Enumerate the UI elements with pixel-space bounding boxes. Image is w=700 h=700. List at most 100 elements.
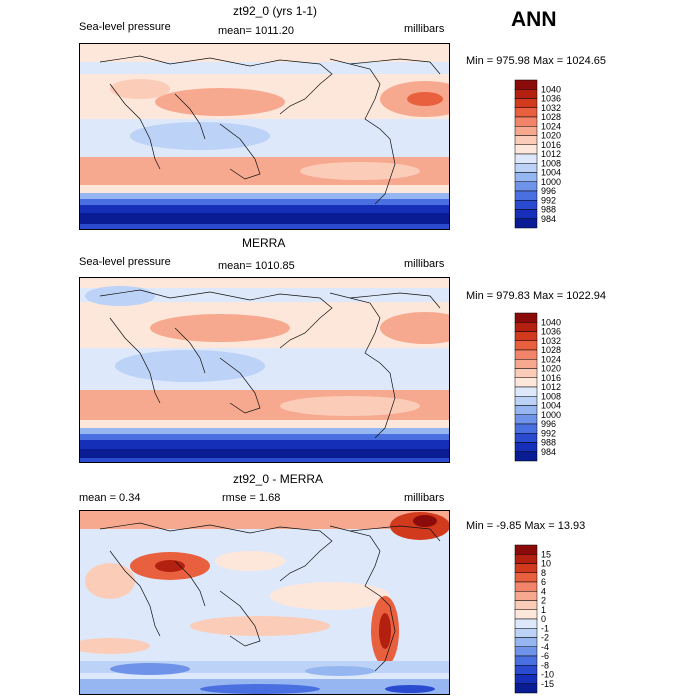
colorbar-tick-label: 984 [541,214,556,224]
colorbar-swatch [514,322,538,332]
panel1-right-label: millibars [404,23,445,35]
colorbar-tick-label: 1016 [541,373,561,383]
colorbar-swatch [514,554,538,564]
colorbar-tick-label: 996 [541,186,556,196]
colorbar-swatch [514,572,538,583]
panel3-minmax: Min = -9.85 Max = 13.93 [466,520,586,532]
colorbar-tick-label: 10 [541,559,551,569]
panel2-colorbar: 1040 1036 1032 1028 1024 1020 1016 1012 1008 1004… [514,312,595,462]
colorbar-swatch [514,331,538,341]
panel1-map [79,43,450,230]
panel1-left-label: Sea-level pressure [79,21,171,33]
panel1-minmax: Min = 975.98 Max = 1024.65 [466,55,607,67]
panel2-map [79,277,450,463]
colorbar-tick-label: 996 [541,419,556,429]
colorbar-tick-label: -4 [541,642,549,652]
colorbar-swatch [514,591,538,601]
colorbar-tick-label: 6 [541,577,546,587]
colorbar-swatch [514,163,538,173]
panel2-right-label: millibars [404,258,445,270]
colorbar-swatch [514,665,538,675]
colorbar-tick-label: 1012 [541,382,561,392]
colorbar-tick-label: 1020 [541,364,561,374]
colorbar-tick-label: 0 [541,614,546,624]
colorbar-tick-label: 992 [541,195,556,205]
colorbar-tick-label: 4 [541,586,546,596]
colorbar-swatch [514,609,538,620]
colorbar-tick-label: 1040 [541,317,561,327]
colorbar-tick-label: -2 [541,633,549,643]
colorbar-swatch [514,600,538,610]
panel2-center-label: mean= 1010.85 [218,260,295,272]
colorbar-swatch [514,683,538,694]
panel2-map-svg [80,278,449,462]
colorbar-swatch [514,153,538,164]
colorbar-swatch [514,181,538,192]
colorbar-tick-label: 1004 [541,168,561,178]
colorbar-tick-label: -15 [541,679,554,689]
colorbar-tick-label: 1032 [541,103,561,113]
colorbar-swatch [514,405,538,415]
colorbar-swatch [514,116,538,127]
colorbar-tick-label: 1024 [541,121,561,131]
colorbar-tick-label: 1008 [541,391,561,401]
colorbar-tick-label: 1000 [541,410,561,420]
colorbar-tick-label: 988 [541,438,556,448]
panel1-title: zt92_0 (yrs 1-1) [233,4,318,18]
colorbar-swatch [514,144,538,155]
colorbar-tick-label: 992 [541,428,556,438]
colorbar-tick-label: 1028 [541,112,561,122]
colorbar-swatch [514,340,538,351]
colorbar-tick-label: -10 [541,670,554,680]
panel2-minmax: Min = 979.83 Max = 1022.94 [466,290,607,302]
colorbar-swatch [514,433,538,443]
colorbar-swatch [514,637,538,647]
colorbar-swatch [514,200,538,210]
panel2-title: MERRA [242,236,286,250]
colorbar-swatch [514,79,538,90]
colorbar-swatch [514,172,538,182]
colorbar-tick-label: 984 [541,447,556,457]
panel1-center-label: mean= 1011.20 [218,25,294,37]
panel2-left-label: Sea-level pressure [79,256,171,268]
panel3-left-label: mean = 0.34 [79,492,141,504]
colorbar-tick-label: -1 [541,623,549,633]
panel3-right-label: millibars [404,492,445,504]
colorbar-swatch [514,368,538,378]
colorbar-tick-label: 1012 [541,149,561,159]
colorbar-swatch [514,107,538,118]
colorbar-swatch [514,423,538,434]
colorbar-tick-label: 1032 [541,336,561,346]
colorbar-tick-label: 1004 [541,401,561,411]
panel3-title: zt92_0 - MERRA [233,472,324,486]
panel3-map-svg [80,511,449,694]
colorbar-swatch [514,98,538,108]
panel1-map-svg [80,44,449,229]
colorbar-tick-label: 8 [541,568,546,578]
colorbar-tick-label: 1024 [541,354,561,364]
colorbar-swatch [514,544,538,555]
colorbar-swatch [514,312,538,323]
panel3-center-label: rmse = 1.68 [222,492,281,504]
colorbar-swatch [514,628,538,638]
colorbar-tick-label: -8 [541,660,549,670]
colorbar-swatch [514,396,538,406]
colorbar-swatch [514,414,538,425]
colorbar-tick-label: 1 [541,605,546,615]
colorbar-tick-label: 2 [541,596,546,606]
colorbar-tick-label: 1000 [541,177,561,187]
colorbar-swatch [514,646,538,657]
colorbar-swatch [514,218,538,229]
colorbar-swatch [514,209,538,219]
colorbar-swatch [514,655,538,666]
colorbar-swatch [514,451,538,462]
colorbar-tick-label: 1036 [541,327,561,337]
colorbar-swatch [514,563,538,573]
colorbar-swatch [514,674,538,684]
colorbar-swatch [514,135,538,145]
colorbar-tick-label: -6 [541,651,549,661]
colorbar-swatch [514,386,538,397]
colorbar-swatch [514,126,538,136]
colorbar-tick-label: 1036 [541,94,561,104]
colorbar-swatch [514,349,538,360]
